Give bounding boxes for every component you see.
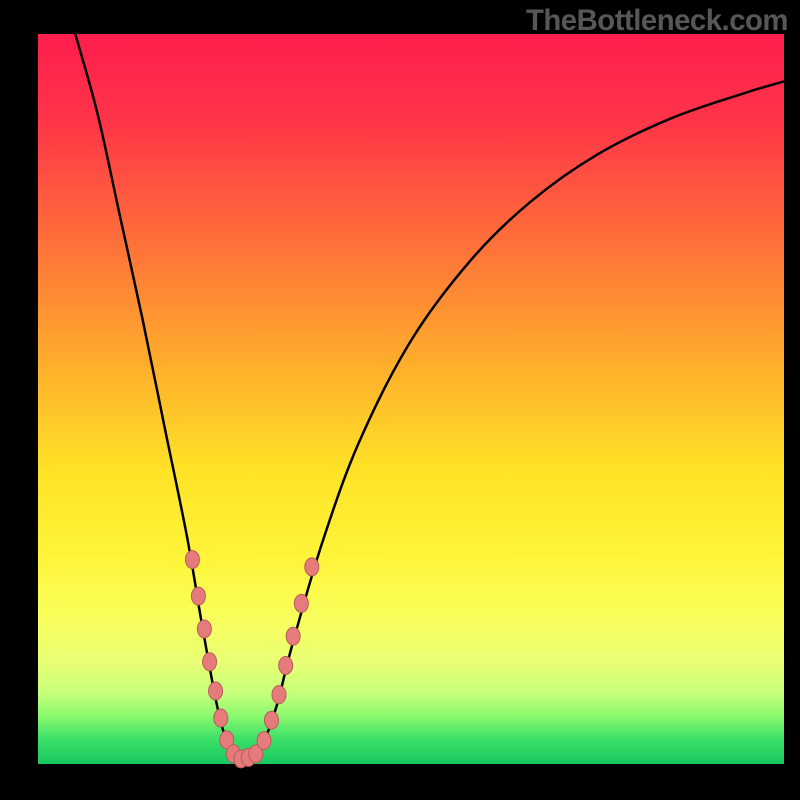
marker-dot <box>191 587 205 605</box>
marker-dot <box>209 682 223 700</box>
bottleneck-chart-svg <box>0 0 800 800</box>
marker-dot <box>294 594 308 612</box>
marker-dot <box>286 627 300 645</box>
marker-dot <box>185 551 199 569</box>
marker-dot <box>279 656 293 674</box>
marker-dot <box>214 709 228 727</box>
plot-gradient-background <box>38 34 784 764</box>
marker-dot <box>203 653 217 671</box>
marker-dot <box>197 620 211 638</box>
chart-stage: TheBottleneck.com <box>0 0 800 800</box>
marker-dot <box>257 732 271 750</box>
marker-dot <box>305 558 319 576</box>
marker-dot <box>272 686 286 704</box>
marker-dot <box>264 711 278 729</box>
watermark-text: TheBottleneck.com <box>526 4 788 38</box>
